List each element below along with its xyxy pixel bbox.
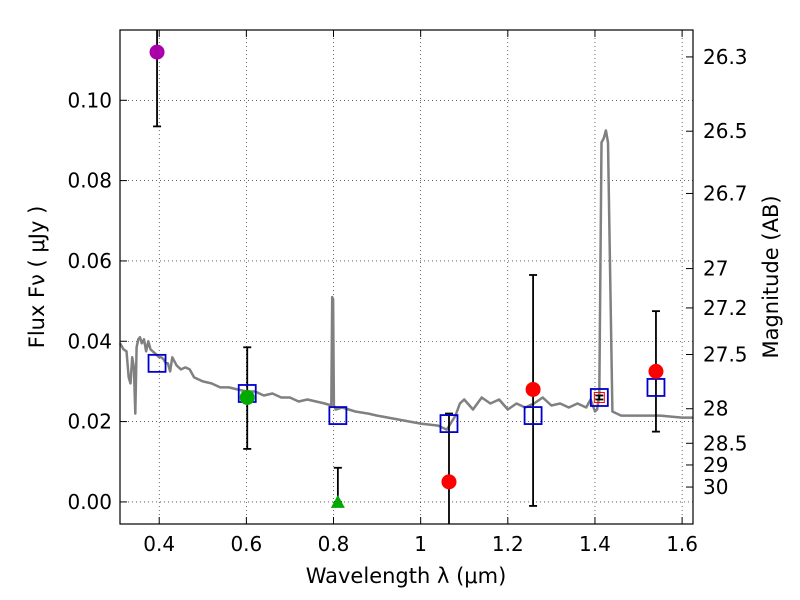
y-tick-label: 0.10 [67, 88, 112, 112]
observed-point-J [525, 381, 541, 397]
y-tick-label: 0.00 [67, 490, 112, 514]
right-tick-label: 27.2 [703, 296, 748, 320]
plot-frame [119, 29, 694, 525]
model-flux-square [439, 414, 459, 433]
right-tick-label: 27.5 [703, 343, 748, 367]
x-tick-label: 1 [414, 532, 427, 556]
right-tick-label: 26.3 [703, 45, 748, 69]
right-tick-label: 29 [703, 453, 728, 477]
observed-point-Y [441, 474, 457, 490]
right-tick-label: 27 [703, 257, 728, 281]
x-tick-label: 1.6 [666, 532, 698, 556]
y-tick-label: 0.06 [67, 249, 112, 273]
x-axis-title: Wavelength λ (μm) [306, 564, 507, 588]
model-flux-square [523, 406, 543, 425]
template-spectrum [118, 129, 693, 431]
right-tick-label: 26.5 [703, 119, 748, 143]
y-tick-label: 0.02 [67, 410, 112, 434]
grid-lines [120, 30, 693, 524]
model-flux-square [147, 353, 167, 373]
right-tick-label: 26.7 [703, 181, 748, 205]
observed-point-H160 [648, 363, 664, 379]
error-bars [153, 30, 660, 524]
y-tick-label: 0.08 [67, 169, 112, 193]
model-flux-square [589, 388, 609, 407]
x-axis-ticks: 0.4 0.6 0.8 1 1.2 1.4 1.6 [143, 30, 698, 556]
x-tick-label: 1.4 [579, 532, 611, 556]
y-axis-left-title: Flux Fν ( μJy ) [25, 206, 49, 349]
observed-point-R [239, 389, 255, 405]
observed-point-I [330, 494, 345, 508]
model-flux-square [328, 406, 348, 425]
x-tick-label: 0.4 [143, 532, 175, 556]
observed-point-H [593, 391, 605, 403]
y-axis-left-ticks: 0.00 0.02 0.04 0.06 0.08 0.10 [67, 88, 127, 514]
model-flux-square [646, 378, 666, 397]
x-tick-label: 0.8 [318, 532, 350, 556]
observed-point-U [149, 44, 165, 60]
right-tick-label: 28.5 [703, 431, 748, 455]
observed-photometry [149, 44, 664, 508]
x-tick-label: 0.6 [230, 532, 262, 556]
template-spectrum-line [118, 129, 693, 431]
x-tick-label: 1.2 [492, 532, 524, 556]
right-tick-label: 28 [703, 397, 728, 421]
right-tick-label: 30 [703, 475, 728, 499]
y-axis-right-title: Magnitude (AB) [759, 195, 783, 358]
y-tick-label: 0.04 [67, 329, 112, 353]
